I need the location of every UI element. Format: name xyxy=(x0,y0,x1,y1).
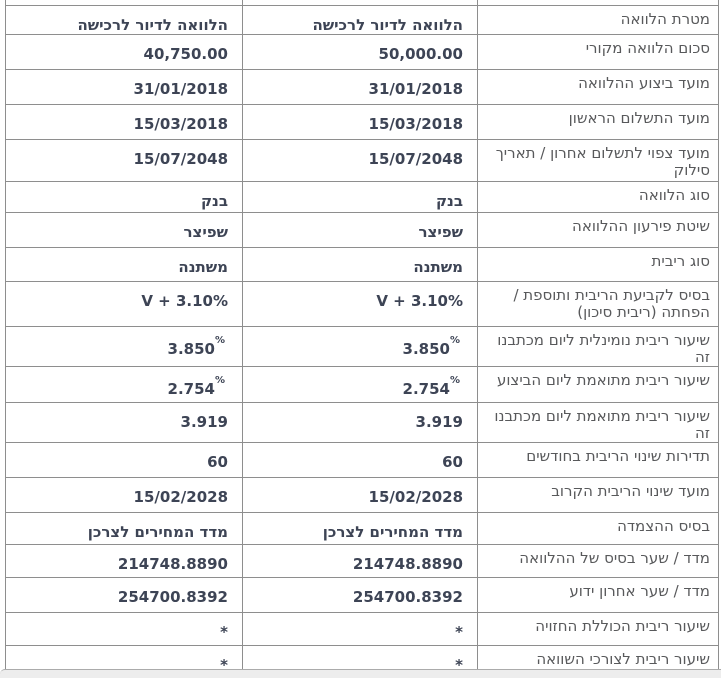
loan1-value: מדד המחירים לצרכן xyxy=(242,512,478,545)
loan1-value: 254700.8392 xyxy=(242,577,478,613)
loan2-value: הלוואה לדיור לרכישה xyxy=(5,5,243,35)
loan2-value: 15/02/2028 xyxy=(5,477,243,513)
value-number: 2.754 xyxy=(402,380,450,398)
loan2-value: שפיצר xyxy=(5,212,243,248)
loan1-value: 214748.8890 xyxy=(242,544,478,578)
loan2-value: 2.754% xyxy=(5,366,243,403)
row-label: סוג הלוואה xyxy=(477,181,719,213)
table-row: שיעור ריבית הכוללת החזויה * * xyxy=(5,612,719,646)
loan2-value: בנק xyxy=(5,181,243,213)
table-row: מועד התשלום הראשון 15/03/2018 15/03/2018 xyxy=(5,104,719,140)
loan1-value: 15/03/2018 xyxy=(242,104,478,140)
row-label: מדד / שער אחרון ידוע xyxy=(477,577,719,613)
loan2-value: 40,750.00 xyxy=(5,34,243,70)
table-row: מדד / שער אחרון ידוע 254700.8392 254700.83… xyxy=(5,577,719,613)
table-row: מועד שינוי הריבית הקרוב 15/02/2028 15/02/2… xyxy=(5,477,719,513)
table-row: מטרת הלוואה הלוואה לדיור לרכישה הלוואה לדי… xyxy=(5,5,719,35)
loan2-value: 3.850% xyxy=(5,326,243,367)
loan1-value: משתנה xyxy=(242,247,478,282)
table-row: תדירות שינוי הריבית בחודשים 60 60 xyxy=(5,442,719,478)
loan1-value: 15/07/2048 xyxy=(242,139,478,182)
loan1-value: 15/02/2028 xyxy=(242,477,478,513)
loan-comparison-table: מטרת הלוואה הלוואה לדיור לרכישה הלוואה לדי… xyxy=(5,0,719,678)
loan1-value: 3.919 xyxy=(242,402,478,443)
loan2-value: * xyxy=(5,612,243,646)
loan1-value: 3.850% xyxy=(242,326,478,367)
value-number: 3.850 xyxy=(167,340,215,358)
loan1-value: בנק xyxy=(242,181,478,213)
row-label: מועד צפוי לתשלום אחרון / תאריך סילוק xyxy=(477,139,719,182)
loan2-value: 15/07/2048 xyxy=(5,139,243,182)
table-row: שיעור ריבית מתואמת ליום מכתבנו זה 3.919 3.… xyxy=(5,402,719,443)
loan2-value: 3.919 xyxy=(5,402,243,443)
loan1-value: 31/01/2018 xyxy=(242,69,478,105)
table-row: שיעור ריבית מתואמת ליום הביצוע 2.754% 2.75… xyxy=(5,366,719,403)
loan2-value: משתנה xyxy=(5,247,243,282)
loan1-value: 60 xyxy=(242,442,478,478)
table-row: מדד / שער בסיס של ההלוואה 214748.8890 2147… xyxy=(5,544,719,578)
percent-sign: % xyxy=(214,375,225,386)
table-row: סוג ריבית משתנה משתנה xyxy=(5,247,719,282)
row-label: סוג ריבית xyxy=(477,247,719,282)
loan2-value: V + 3.10% xyxy=(5,281,243,327)
row-label: מועד שינוי הריבית הקרוב xyxy=(477,477,719,513)
percent-sign: % xyxy=(214,335,225,346)
loan1-value: * xyxy=(242,612,478,646)
table-row: בסיס לקביעת הריבית ותוספת / הפחתה (ריבית… xyxy=(5,281,719,327)
loan2-value: 15/03/2018 xyxy=(5,104,243,140)
row-label: בסיס לקביעת הריבית ותוספת / הפחתה (ריבית… xyxy=(477,281,719,327)
loan2-value: מדד המחירים לצרכן xyxy=(5,512,243,545)
table-row: מועד צפוי לתשלום אחרון / תאריך סילוק 15/0… xyxy=(5,139,719,182)
value-number: 3.850 xyxy=(402,340,450,358)
table-row: שיטת פירעון ההלוואה שפיצר שפיצר xyxy=(5,212,719,248)
table-row: סכום הלוואה מקורי 50,000.00 40,750.00 xyxy=(5,34,719,70)
row-label: שיעור ריבית הכוללת החזויה xyxy=(477,612,719,646)
table-row: מועד ביצוע ההלוואה 31/01/2018 31/01/2018 xyxy=(5,69,719,105)
row-label: מטרת הלוואה xyxy=(477,5,719,35)
loan1-value: הלוואה לדיור לרכישה xyxy=(242,5,478,35)
table-row: בסיס ההצמדה מדד המחירים לצרכן מדד המחירים … xyxy=(5,512,719,545)
loan1-value: 50,000.00 xyxy=(242,34,478,70)
row-label: שיעור ריבית מתואמת ליום מכתבנו זה xyxy=(477,402,719,443)
row-label: שיעור ריבית נומינלית ליום מכתבנו זה xyxy=(477,326,719,367)
percent-sign: % xyxy=(449,335,460,346)
row-label: מועד התשלום הראשון xyxy=(477,104,719,140)
row-label: שיטת פירעון ההלוואה xyxy=(477,212,719,248)
row-label: שיעור ריבית מתואמת ליום הביצוע xyxy=(477,366,719,403)
table-row: סוג הלוואה בנק בנק xyxy=(5,181,719,213)
row-label: סכום הלוואה מקורי xyxy=(477,34,719,70)
table-row: שיעור ריבית נומינלית ליום מכתבנו זה 3.850… xyxy=(5,326,719,367)
loan2-value: 214748.8890 xyxy=(5,544,243,578)
loan2-value: 254700.8392 xyxy=(5,577,243,613)
percent-sign: % xyxy=(449,375,460,386)
loan1-value: 2.754% xyxy=(242,366,478,403)
row-label: תדירות שינוי הריבית בחודשים xyxy=(477,442,719,478)
loan2-value: 31/01/2018 xyxy=(5,69,243,105)
loan2-value: 60 xyxy=(5,442,243,478)
loan1-value: שפיצר xyxy=(242,212,478,248)
row-label: בסיס ההצמדה xyxy=(477,512,719,545)
horizontal-scrollbar-track[interactable] xyxy=(0,669,721,678)
row-label: מדד / שער בסיס של ההלוואה xyxy=(477,544,719,578)
loan1-value: V + 3.10% xyxy=(242,281,478,327)
value-number: 2.754 xyxy=(167,380,215,398)
row-label: מועד ביצוע ההלוואה xyxy=(477,69,719,105)
